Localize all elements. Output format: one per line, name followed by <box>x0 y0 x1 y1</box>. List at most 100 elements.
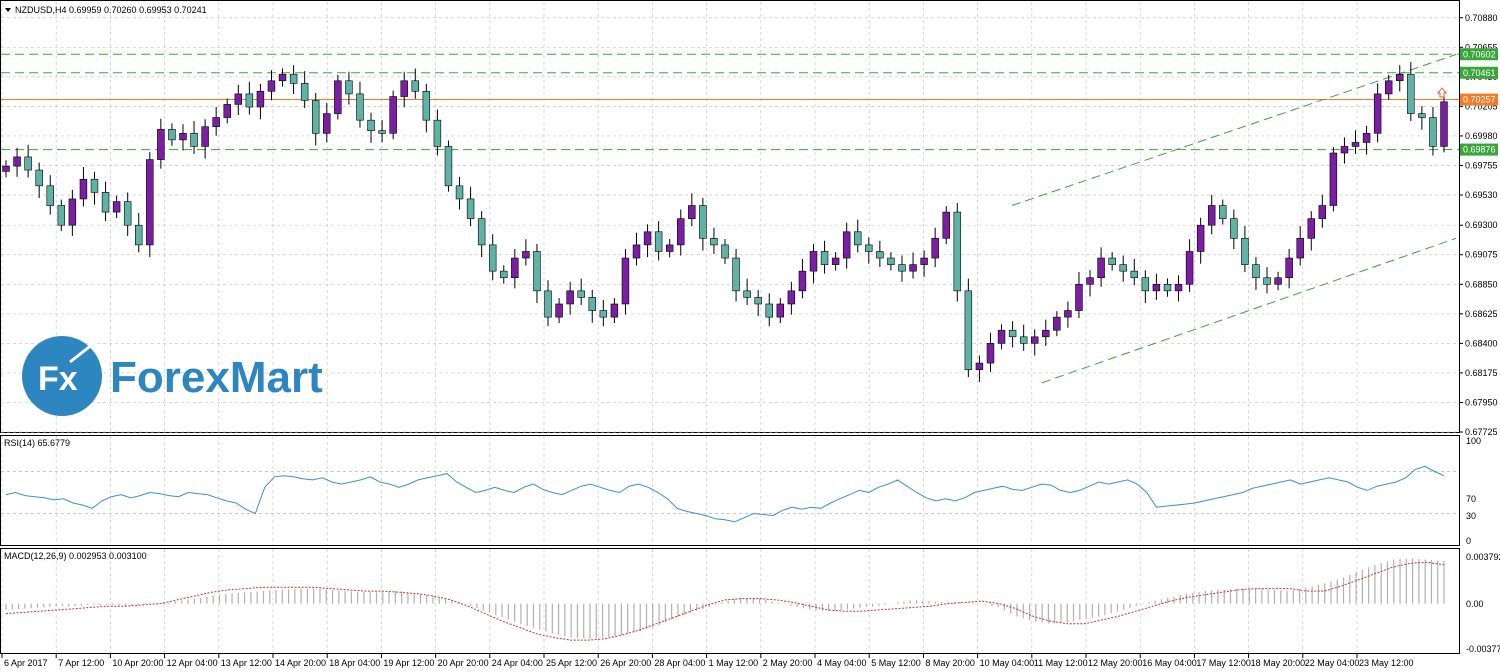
bull-candle <box>323 113 331 134</box>
time-tick-label: 16 May 04:00 <box>1142 658 1197 668</box>
macd-label: MACD(12,26,9) 0.002953 0.003100 <box>4 551 147 561</box>
bull-candle <box>1351 142 1360 147</box>
bull-candle <box>665 244 674 252</box>
bear-candle <box>311 100 320 134</box>
bull-candle <box>157 129 165 160</box>
bull-candle <box>2 165 10 172</box>
bear-candle <box>1252 264 1260 279</box>
symbol-label: NZDUSD,H4 <box>15 5 67 15</box>
time-tick-label: 11 May 12:00 <box>1034 658 1088 668</box>
bear-candle <box>90 178 99 193</box>
time-tick-label: 12 Apr 04:00 <box>167 658 218 668</box>
bear-candle <box>953 211 962 292</box>
bear-candle <box>1141 277 1150 292</box>
bull-candle <box>201 126 209 147</box>
time-tick-label: 5 May 12:00 <box>871 658 921 668</box>
time-tick-label: 28 Apr 04:00 <box>654 658 705 668</box>
bull-candle <box>566 290 574 305</box>
bull-candle <box>1307 218 1315 239</box>
time-axis: 6 Apr 2017 7 Apr 12:00 10 Apr 20:00 12 Apr … <box>1 654 1414 668</box>
bear-candle <box>488 244 497 272</box>
channel-lower-line <box>1041 237 1457 384</box>
bull-candle <box>1207 205 1216 226</box>
bull-candle <box>1053 316 1061 331</box>
bull-candle <box>68 198 77 226</box>
time-tick-label: 1 May 12:00 <box>709 658 759 668</box>
time-tick-label: 18 Apr 04:00 <box>329 658 380 668</box>
bear-candle <box>101 192 110 213</box>
bear-candle <box>1230 218 1238 239</box>
bear-candle <box>1008 329 1017 338</box>
bear-candle <box>35 169 43 187</box>
bull-candle <box>1340 146 1349 154</box>
bear-candle <box>300 83 309 101</box>
bull-candle <box>389 96 397 134</box>
bull-candle <box>1030 336 1039 344</box>
bear-candle <box>444 146 453 187</box>
level-tag-label: 0.69876 <box>1463 145 1496 155</box>
bear-candle <box>1241 238 1249 265</box>
logo-circle-icon <box>22 336 102 416</box>
bull-candle <box>555 303 563 318</box>
bull-candle <box>942 211 950 239</box>
bear-candle <box>765 303 773 318</box>
bull-candle <box>13 156 21 167</box>
bear-candle <box>168 129 176 141</box>
time-tick-label: 23 May 12:00 <box>1359 658 1414 668</box>
time-tick-label: 10 Apr 20:00 <box>112 658 163 668</box>
price-tick-label: 0.67725 <box>1465 427 1498 437</box>
macd-signal-line <box>5 561 1445 641</box>
bear-candle <box>544 290 552 318</box>
time-tick-label: 22 May 04:00 <box>1305 658 1360 668</box>
bear-candle <box>1108 257 1116 265</box>
logo-fx: Fx <box>38 360 78 398</box>
level-tag <box>1460 48 1498 61</box>
bull-candle <box>621 257 630 305</box>
bull-candle <box>1384 80 1393 95</box>
bull-candle <box>1064 310 1072 318</box>
bear-candle <box>865 244 873 252</box>
bear-candle <box>46 185 54 206</box>
bear-candle <box>466 198 475 219</box>
bull-candle <box>1318 205 1327 219</box>
macd-series <box>5 558 1445 641</box>
bear-candle <box>1119 264 1127 272</box>
bull-candle <box>610 303 619 318</box>
time-tick-label: 13 Apr 12:00 <box>221 658 272 668</box>
bear-candle <box>411 80 420 92</box>
price-tick-label: 0.69530 <box>1465 190 1498 200</box>
price-tick-label: 0.70880 <box>1465 13 1498 23</box>
bear-candle <box>289 73 298 84</box>
rsi-label: RSI(14) 65.6779 <box>4 438 70 448</box>
bear-candle <box>1418 113 1426 118</box>
level-tag <box>1460 143 1498 156</box>
dropdown-triangle-icon[interactable] <box>5 8 11 12</box>
bear-candle <box>743 290 751 298</box>
bull-candle <box>212 117 220 128</box>
price-tick-label: 0.69755 <box>1465 160 1498 170</box>
forexmart-logo: Fx ForexMart <box>20 332 365 420</box>
bear-candle <box>123 201 132 226</box>
bear-candle <box>887 257 895 265</box>
price-levels <box>1 53 1459 151</box>
bear-candle <box>699 205 707 239</box>
bear-candle <box>367 119 375 131</box>
bull-candle <box>179 132 187 141</box>
bear-candle <box>1429 117 1437 147</box>
bear-candle <box>477 218 486 246</box>
rsi-panel-frame <box>0 435 1460 546</box>
rsi-series <box>1 465 1459 523</box>
bull-candle <box>234 93 243 105</box>
bull-candle <box>931 238 939 259</box>
price-axis: 0.708800.706550.704300.702050.699800.697… <box>1459 13 1498 437</box>
price-tick-label: 0.69075 <box>1465 250 1498 260</box>
price-tick-label: 0.67950 <box>1465 397 1498 407</box>
time-tick-label: 4 May 04:00 <box>817 658 867 668</box>
bull-candle <box>1075 283 1083 311</box>
level-tag <box>1460 66 1498 79</box>
bull-candle <box>809 251 818 272</box>
bear-candle <box>854 231 862 246</box>
time-tick-label: 19 Apr 12:00 <box>383 658 434 668</box>
bull-candle <box>267 80 276 92</box>
